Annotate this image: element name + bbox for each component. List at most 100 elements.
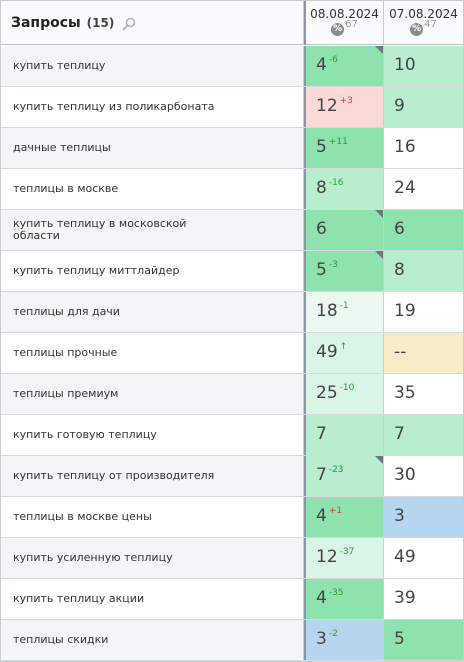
query-text: купить теплицу из поликарбоната	[1, 87, 304, 127]
position-cell[interactable]: --	[384, 333, 463, 373]
position-cell[interactable]: 12 -37	[304, 538, 384, 578]
query-count: (15)	[86, 16, 115, 30]
visibility-percent: % 47	[384, 19, 463, 36]
position-delta: +11	[328, 137, 348, 147]
date-column-header[interactable]: 08.08.2024 % 67	[304, 1, 384, 45]
query-text: купить готовую теплицу	[1, 415, 304, 455]
query-text: теплицы прочные	[1, 333, 304, 373]
position-value: 39	[394, 588, 416, 608]
position-cell[interactable]: 19	[384, 292, 463, 332]
position-cell[interactable]: 25 -10	[304, 374, 384, 414]
position-value: --	[394, 342, 407, 362]
percent-value: 67	[345, 19, 358, 30]
position-cell[interactable]: 3 -2	[304, 620, 384, 660]
date-column-header[interactable]: 07.08.2024 % 47	[384, 1, 463, 45]
query-text: теплицы премиум	[1, 374, 304, 414]
position-delta: -6	[328, 55, 338, 65]
date-label: 08.08.2024	[310, 7, 379, 21]
position-cell[interactable]: 4 -35	[304, 579, 384, 619]
query-text: теплицы в москве цены	[1, 497, 304, 537]
corner-marker-icon	[375, 456, 383, 464]
position-cell[interactable]: 5 +11	[304, 128, 384, 168]
position-cell[interactable]: 4 +1	[304, 497, 384, 537]
position-cell[interactable]: 7	[304, 415, 384, 455]
position-value: 16	[394, 137, 416, 157]
position-cell[interactable]: 8	[384, 251, 463, 291]
table-row[interactable]: теплицы в москве 8 -16 24	[1, 169, 463, 210]
table-row[interactable]: теплицы премиум 25 -10 35	[1, 374, 463, 415]
position-value: 24	[394, 178, 416, 198]
table-row[interactable]: теплицы скидки 3 -2 5	[1, 620, 463, 661]
position-value: 7	[316, 465, 327, 485]
position-value: 8	[316, 178, 327, 198]
position-delta: -23	[328, 465, 344, 475]
position-delta: -37	[339, 547, 355, 557]
table-row[interactable]: теплицы в москве цены 4 +1 3	[1, 497, 463, 538]
query-column-header[interactable]: Запросы (15)	[1, 1, 304, 45]
table-row[interactable]: купить готовую теплицу 7 7	[1, 415, 463, 456]
position-value: 8	[394, 260, 405, 280]
query-text: купить теплицу акции	[1, 579, 304, 619]
table-row[interactable]: теплицы прочные 49 ↑ --	[1, 333, 463, 374]
percent-icon: %	[410, 23, 424, 36]
position-cell[interactable]: 49 ↑	[304, 333, 384, 373]
position-cell[interactable]: 16	[384, 128, 463, 168]
position-value: 3	[394, 506, 405, 526]
corner-marker-icon	[375, 210, 383, 218]
position-cell[interactable]: 6	[304, 210, 384, 250]
position-value: 5	[316, 137, 327, 157]
table-row[interactable]: купить теплицу в московской области 6 6	[1, 210, 463, 251]
table-row[interactable]: купить теплицу миттлайдер 5 -3 8	[1, 251, 463, 292]
position-value: 4	[316, 506, 327, 526]
position-cell[interactable]: 39	[384, 579, 463, 619]
position-cell[interactable]: 5	[384, 620, 463, 660]
position-cell[interactable]: 24	[384, 169, 463, 209]
corner-marker-icon	[375, 46, 383, 54]
visibility-percent: % 67	[306, 19, 383, 36]
position-value: 5	[394, 629, 405, 649]
position-value: 9	[394, 96, 405, 116]
table-row[interactable]: теплицы для дачи 18 -1 19	[1, 292, 463, 333]
position-cell[interactable]: 30	[384, 456, 463, 496]
position-value: 5	[316, 260, 327, 280]
position-cell[interactable]: 49	[384, 538, 463, 578]
table-row[interactable]: купить теплицу от производителя 7 -23 30	[1, 456, 463, 497]
table-row[interactable]: дачные теплицы 5 +11 16	[1, 128, 463, 169]
position-value: 7	[316, 424, 327, 444]
position-cell[interactable]: 12 +3	[304, 87, 384, 127]
position-value: 35	[394, 383, 416, 403]
position-delta: -1	[339, 301, 349, 311]
percent-value: 47	[424, 19, 437, 30]
table-row[interactable]: купить усиленную теплицу 12 -37 49	[1, 538, 463, 579]
search-icon[interactable]	[122, 16, 136, 31]
position-cell[interactable]: 3	[384, 497, 463, 537]
table-row[interactable]: купить теплицу из поликарбоната 12 +3 9	[1, 87, 463, 128]
position-cell[interactable]: 35	[384, 374, 463, 414]
position-delta: -35	[328, 588, 344, 598]
position-cell[interactable]: 4 -6	[304, 46, 384, 86]
position-cell[interactable]: 8 -16	[304, 169, 384, 209]
table-row[interactable]: купить теплицу акции 4 -35 39	[1, 579, 463, 620]
position-cell[interactable]: 6	[384, 210, 463, 250]
position-value: 19	[394, 301, 416, 321]
query-text: купить теплицу от производителя	[1, 456, 304, 496]
query-column-title: Запросы	[11, 15, 81, 31]
position-value: 30	[394, 465, 416, 485]
query-text: купить теплицу	[1, 46, 304, 86]
position-value: 3	[316, 629, 327, 649]
query-text: купить теплицу в московской области	[1, 210, 304, 250]
percent-icon: %	[331, 23, 345, 36]
position-cell[interactable]: 10	[384, 46, 463, 86]
position-value: 49	[394, 547, 416, 567]
corner-marker-icon	[375, 251, 383, 259]
position-cell[interactable]: 9	[384, 87, 463, 127]
position-cell[interactable]: 7	[384, 415, 463, 455]
position-value: 12	[316, 96, 338, 116]
position-cell[interactable]: 7 -23	[304, 456, 384, 496]
position-cell[interactable]: 5 -3	[304, 251, 384, 291]
position-value: 6	[394, 219, 405, 239]
table-row[interactable]: купить теплицу 4 -6 10	[1, 46, 463, 87]
position-cell[interactable]: 18 -1	[304, 292, 384, 332]
position-delta: ↑	[339, 342, 348, 352]
